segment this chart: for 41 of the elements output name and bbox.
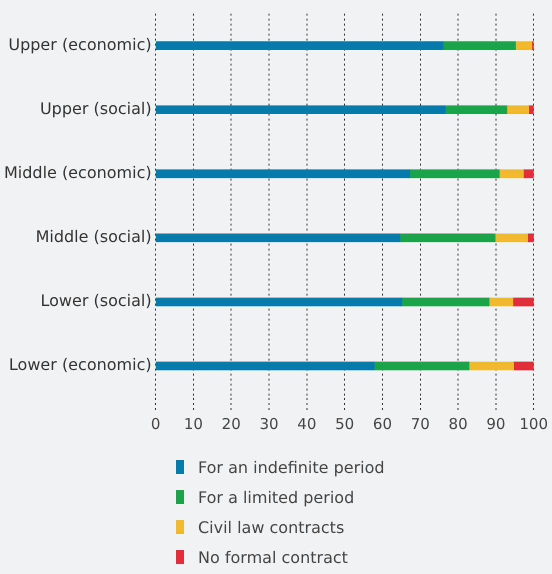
bar [374, 362, 470, 370]
bar [515, 41, 532, 50]
y-tick-label: Middle (economic) [4, 162, 152, 182]
bar [156, 169, 410, 178]
bar [156, 234, 400, 242]
bar [156, 362, 374, 370]
x-tick-label: 90 [486, 414, 506, 433]
legend-label: No formal contract [198, 548, 348, 566]
bar [498, 169, 524, 178]
x-tick-label: 0 [150, 414, 160, 433]
y-tick-label: Lower (economic) [8, 355, 152, 374]
bar [512, 298, 534, 306]
x-tick-label: 70 [410, 414, 430, 433]
bar [488, 298, 514, 306]
legend-label: For an indefinite period [198, 458, 385, 476]
y-tick-label: Upper (economic) [8, 34, 152, 54]
bar [156, 298, 402, 306]
bar [506, 105, 530, 114]
bar [400, 234, 496, 242]
bar [468, 362, 514, 370]
legend-label: Civil law contracts [198, 518, 344, 536]
x-tick-label: 60 [372, 414, 392, 433]
x-tick-label: 30 [259, 414, 279, 433]
bar [444, 105, 508, 114]
bar [494, 234, 528, 242]
bar [401, 298, 490, 306]
x-tick-label: 50 [335, 414, 354, 433]
bar [409, 169, 500, 178]
bar [513, 362, 534, 370]
x-tick-label: 10 [184, 414, 203, 433]
x-tick-label: 80 [448, 414, 468, 433]
bar [156, 41, 444, 50]
legend-label: For a limited period [198, 488, 354, 506]
x-tick-label: 20 [222, 414, 241, 433]
bar [442, 41, 516, 50]
y-tick-label: Middle (social) [36, 226, 152, 246]
x-tick-label: 100 [519, 414, 548, 433]
y-tick-label: Upper (social) [40, 98, 152, 118]
x-tick-label: 40 [297, 414, 316, 433]
y-tick-label: Lower (social) [40, 291, 152, 310]
bar [156, 105, 446, 114]
